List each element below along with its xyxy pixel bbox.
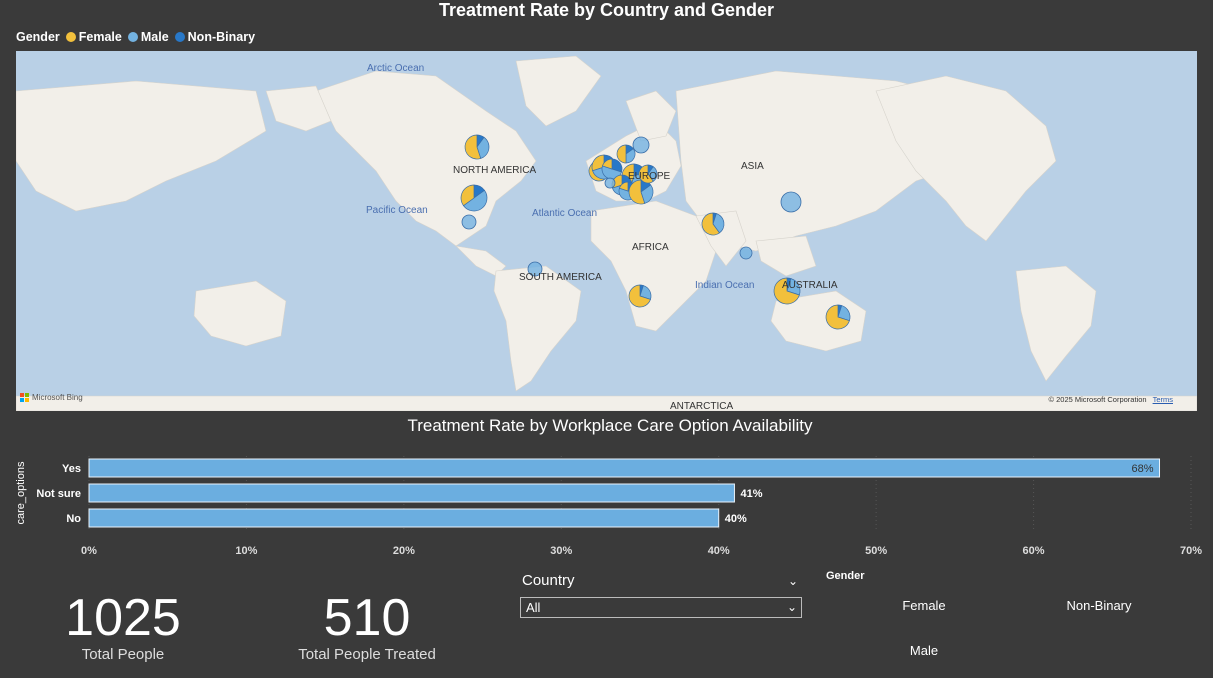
gender-option-male[interactable]: Male (909, 643, 939, 658)
land-antarctica (16, 395, 1197, 411)
bing-attribution: Microsoft Bing (20, 393, 83, 402)
label-asia: ASIA (741, 161, 764, 172)
country-pie-marker[interactable] (739, 246, 753, 260)
slicer-collapse-chevron-icon[interactable]: ⌄ (788, 574, 799, 588)
legend-item-male[interactable]: Male (127, 30, 169, 44)
x-tick-label: 20% (393, 545, 415, 557)
legend-dot-non-binary-icon (174, 32, 185, 42)
kpi-total-treated-label: Total People Treated (298, 646, 436, 663)
pie-slice-female[interactable] (773, 277, 800, 305)
x-tick-label: 60% (1023, 545, 1045, 557)
land-alaska-west (265, 85, 332, 132)
land-scandinavia (625, 90, 677, 142)
pie-slice-male[interactable] (462, 189, 488, 212)
legend-dot-male-icon (127, 32, 138, 42)
pie-slice-female[interactable] (602, 158, 613, 170)
legend-item-female[interactable]: Female (65, 30, 122, 44)
country-pie-marker[interactable] (780, 191, 802, 213)
x-tick-label: 40% (708, 545, 730, 557)
x-tick-label: 30% (550, 545, 572, 557)
country-pie-marker[interactable] (527, 261, 543, 277)
terms-link[interactable]: Terms (1152, 395, 1173, 404)
label-africa: AFRICA (632, 242, 669, 253)
pie-slice-male[interactable] (712, 213, 725, 234)
pie-slice-female[interactable] (628, 284, 651, 308)
data-label: 40% (725, 513, 747, 525)
map-title: Treatment Rate by Country and Gender (438, 0, 775, 20)
label-south-america: SOUTH AMERICA (519, 272, 602, 283)
x-tick-label: 50% (865, 545, 887, 557)
kpi-total-people-treated: 510 Total People Treated (282, 590, 452, 664)
kpi-total-people-label: Total People (81, 646, 165, 663)
y-axis-label: care_options (15, 461, 27, 524)
land-greenland (515, 55, 602, 127)
country-pie-markers[interactable] (460, 134, 851, 330)
category-label: Yes (62, 463, 81, 475)
pie-slice-female[interactable] (825, 304, 850, 330)
label-indian-ocean: Indian Ocean (695, 280, 755, 291)
pie-slice-female[interactable] (628, 179, 646, 205)
category-label: Not sure (36, 488, 81, 500)
x-tick-label: 70% (1180, 545, 1202, 557)
x-tick-label: 10% (235, 545, 257, 557)
kpi-total-people: 1025 Total People (43, 590, 203, 664)
bar[interactable] (88, 508, 720, 528)
care-options-bar-chart: 0% 10% 20% 30% 40% 50% 60% 70% care_options Yes 68… (15, 456, 1202, 557)
label-europe: EUROPE (628, 171, 671, 182)
land-australia-left (193, 280, 287, 347)
label-north-america: NORTH AMERICA (453, 165, 537, 176)
data-label: 41% (740, 488, 762, 500)
legend-title: Gender (16, 30, 60, 44)
pie-slice-female[interactable] (591, 154, 605, 172)
land-west-asia-repeat (16, 80, 267, 212)
label-australia: AUSTRALIA (782, 280, 838, 291)
country-dropdown[interactable]: All ⌄ (520, 597, 802, 618)
label-arctic-ocean: Arctic Ocean (367, 63, 425, 74)
map-legend: Gender Female Male Non-Binary (16, 29, 261, 45)
pie-slice-female[interactable] (616, 144, 627, 164)
category-label: No (66, 513, 81, 525)
x-tick-label: 0% (81, 545, 97, 557)
data-label: 68% (1131, 463, 1153, 475)
land-north-america (315, 70, 537, 247)
bar[interactable] (88, 483, 735, 503)
pie-slice-female[interactable] (701, 212, 720, 236)
chevron-down-icon: ⌄ (786, 600, 797, 614)
gender-option-female[interactable]: Female (902, 598, 946, 613)
country-pie-marker[interactable] (604, 177, 616, 189)
land-south-america-repeat (1015, 265, 1097, 382)
land-se-asia (755, 235, 817, 277)
pie-slice-female[interactable] (618, 181, 629, 192)
map-copyright: © 2025 Microsoft Corporation Terms (1048, 395, 1174, 404)
kpi-total-people-value: 1025 (65, 589, 181, 647)
microsoft-logo-icon (20, 393, 29, 402)
pie-slice-female[interactable] (464, 134, 482, 160)
gender-slicer-title: Gender (826, 570, 865, 582)
kpi-total-treated-value: 510 (323, 589, 411, 647)
country-pie-marker[interactable] (461, 214, 477, 230)
label-pacific-ocean: Pacific Ocean (366, 205, 428, 216)
label-atlantic-ocean: Atlantic Ocean (532, 208, 598, 219)
land-south-america (493, 265, 582, 392)
map-land-layer (16, 55, 1197, 411)
pie-slice-female[interactable] (638, 164, 654, 184)
legend-dot-female-icon (65, 32, 76, 42)
pie-slice-female[interactable] (460, 184, 475, 207)
country-dropdown-value: All (526, 600, 541, 615)
land-africa (590, 200, 717, 332)
label-antarctica: ANTARCTICA (670, 401, 734, 411)
bar-chart-title: Treatment Rate by Workplace Care Option … (407, 416, 813, 435)
gender-option-non-binary[interactable]: Non-Binary (1066, 598, 1132, 613)
country-slicer-title: Country (522, 572, 575, 589)
pie-slice-male[interactable] (476, 136, 490, 159)
bar[interactable] (88, 458, 1161, 478)
legend-item-non-binary[interactable]: Non-Binary (174, 30, 255, 44)
world-map[interactable]: Arctic Ocean Pacific Ocean Atlantic Ocea… (16, 51, 1197, 411)
land-north-america-repeat (875, 75, 1057, 242)
country-pie-marker[interactable] (632, 136, 650, 154)
